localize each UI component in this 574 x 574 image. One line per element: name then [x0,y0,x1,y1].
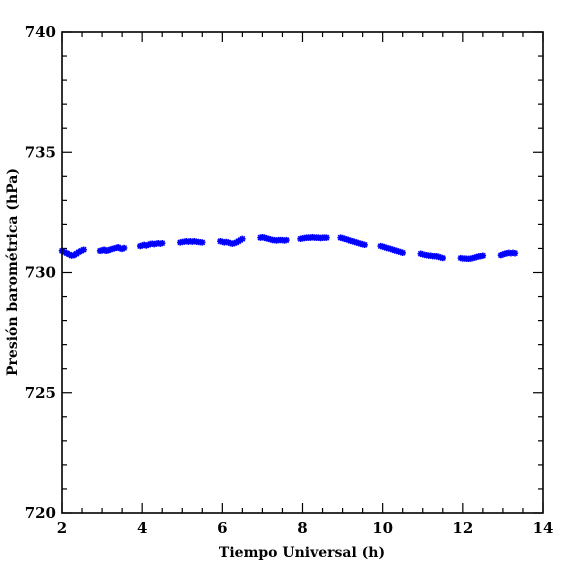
data-points [58,233,519,262]
y-tick-label: 740 [25,23,56,41]
data-point [63,250,71,257]
y-tick-label: 730 [25,264,56,282]
data-point [283,236,290,244]
data-point [159,239,166,247]
data-point [61,248,68,256]
data-point [78,247,85,255]
x-tick-label: 12 [452,519,473,537]
x-tick-label: 8 [297,519,307,537]
data-point [479,252,487,259]
y-tick-label: 725 [25,384,56,402]
x-axis-title: Tiempo Universal (h) [219,545,385,561]
data-point [75,248,83,256]
data-point [120,244,128,252]
x-tick-label: 14 [533,519,554,537]
axis-ticks [61,31,544,514]
data-point [66,251,73,258]
data-point [199,239,206,246]
data-point [239,235,246,243]
data-point [399,249,406,256]
y-axis-title: Presión barométrica (hPa) [5,168,21,376]
y-tick-label: 720 [25,504,56,522]
y-tick-label: 735 [25,143,56,161]
plot-frame [61,31,544,514]
data-point [80,246,87,253]
x-tick-label: 6 [217,519,227,537]
x-tick-label: 10 [372,519,393,537]
data-point [323,234,330,241]
data-point [439,254,446,262]
data-point [511,250,519,257]
x-tick-label: 2 [57,519,67,537]
tick-labels: 2 4 6 8 10 12 14 720 725 730 735 740 [25,23,554,537]
data-point [361,241,368,249]
x-tick-label: 4 [137,519,147,537]
